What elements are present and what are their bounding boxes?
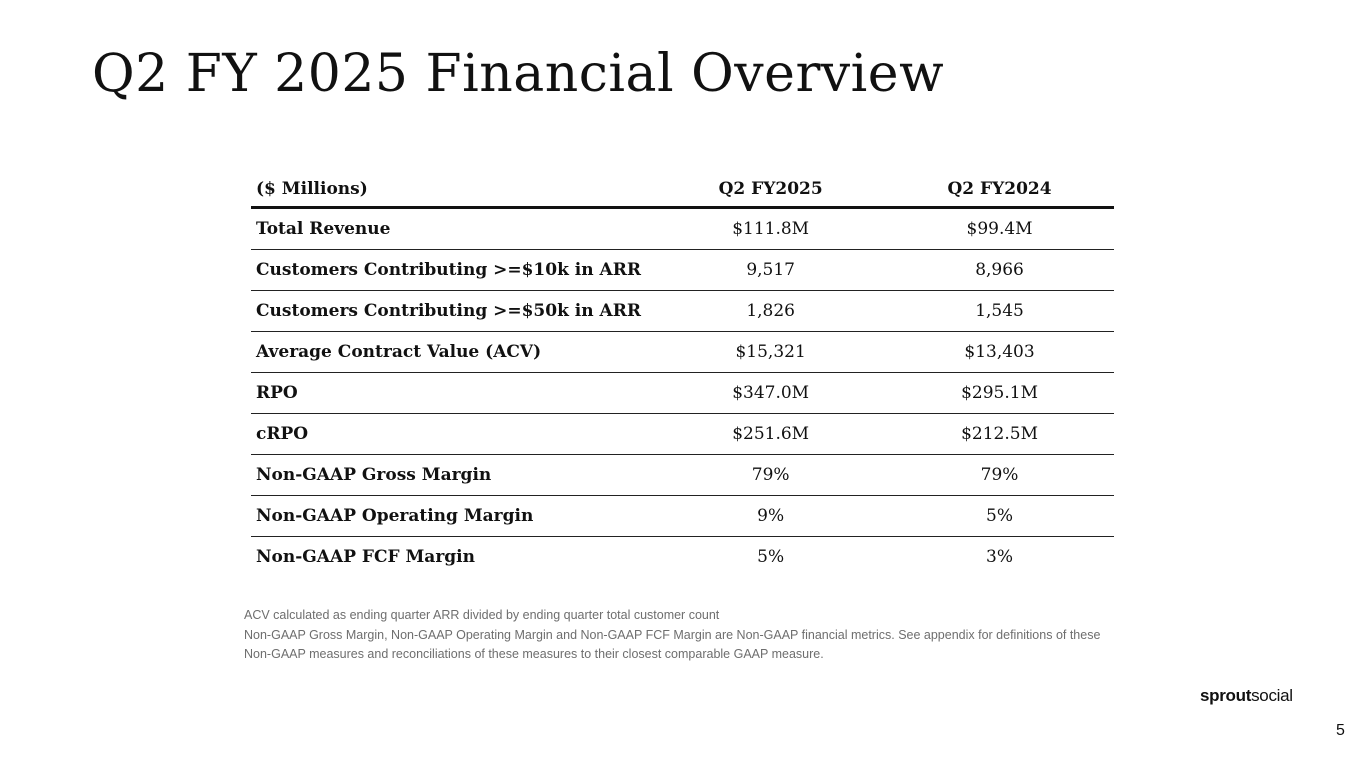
value-q2-fy2024: 5%	[885, 495, 1114, 537]
footnote-acv: ACV calculated as ending quarter ARR div…	[244, 608, 720, 622]
value-q2-fy2024: 3%	[986, 547, 1014, 567]
column-header-q2-fy2024: Q2 FY2024	[885, 172, 1114, 209]
value-q2-fy2024: 1,545	[885, 290, 1114, 332]
table-header-row: ($ Millions) Q2 FY2025 Q2 FY2024	[251, 172, 1114, 209]
metric-label: cRPO	[251, 413, 657, 455]
column-header-units: ($ Millions)	[251, 172, 657, 209]
table-row: RPO $347.0M $295.1M	[251, 372, 1114, 414]
page-title: Q2 FY 2025 Financial Overview	[92, 44, 945, 104]
table-row: Total Revenue $111.8M $99.4M	[251, 207, 1114, 250]
value-q2-fy2025: 9,517	[656, 249, 886, 291]
table-row: Customers Contributing >=$50k in ARR 1,8…	[251, 290, 1114, 332]
financial-table: ($ Millions) Q2 FY2025 Q2 FY2024 Total R…	[251, 172, 1114, 577]
value-q2-fy2024: $295.1M	[885, 372, 1114, 414]
footnote-non-gaap: Non-GAAP Gross Margin, Non-GAAP Operatin…	[244, 627, 1101, 662]
table-row: Non-GAAP Gross Margin 79% 79%	[251, 454, 1114, 496]
logo-text-social: social	[1251, 686, 1293, 705]
table-row: Non-GAAP Operating Margin 9% 5%	[251, 495, 1114, 537]
metric-label: Total Revenue	[251, 207, 657, 250]
table-row: Customers Contributing >=$10k in ARR 9,5…	[251, 249, 1114, 291]
value-q2-fy2025: 79%	[656, 454, 886, 496]
metric-label: RPO	[251, 372, 657, 414]
value-q2-fy2025: $15,321	[656, 331, 886, 373]
value-q2-fy2025: 1,826	[656, 290, 886, 332]
metric-label: Non-GAAP Operating Margin	[251, 495, 657, 537]
metric-label: Average Contract Value (ACV)	[251, 331, 657, 373]
value-q2-fy2024: $212.5M	[885, 413, 1114, 455]
metric-label: Customers Contributing >=$10k in ARR	[251, 249, 657, 291]
value-q2-fy2025: $347.0M	[656, 372, 886, 414]
page-number: 5	[1336, 722, 1345, 739]
metric-label: Customers Contributing >=$50k in ARR	[251, 290, 657, 332]
value-q2-fy2025: $111.8M	[656, 207, 886, 250]
column-header-q2-fy2025: Q2 FY2025	[656, 172, 886, 209]
table-row: cRPO $251.6M $212.5M	[251, 413, 1114, 455]
value-q2-fy2024: 8,966	[885, 249, 1114, 291]
value-q2-fy2024: 79%	[885, 454, 1114, 496]
logo-text-sprout: sprout	[1200, 686, 1252, 705]
metric-label: Non-GAAP Gross Margin	[251, 454, 657, 496]
value-q2-fy2025: 5%	[757, 547, 785, 567]
value-q2-fy2025: 9%	[656, 495, 886, 537]
table-row: Average Contract Value (ACV) $15,321 $13…	[251, 331, 1114, 373]
value-q2-fy2024: $99.4M	[885, 207, 1114, 250]
metric-label: Non-GAAP FCF Margin	[256, 547, 475, 567]
value-q2-fy2024: $13,403	[885, 331, 1114, 373]
value-q2-fy2025: $251.6M	[656, 413, 886, 455]
table-row: Non-GAAP FCF Margin 5% 3%	[251, 537, 1114, 578]
sproutsocial-logo: sproutsocial	[1200, 686, 1293, 706]
footnotes: ACV calculated as ending quarter ARR div…	[244, 606, 1124, 665]
